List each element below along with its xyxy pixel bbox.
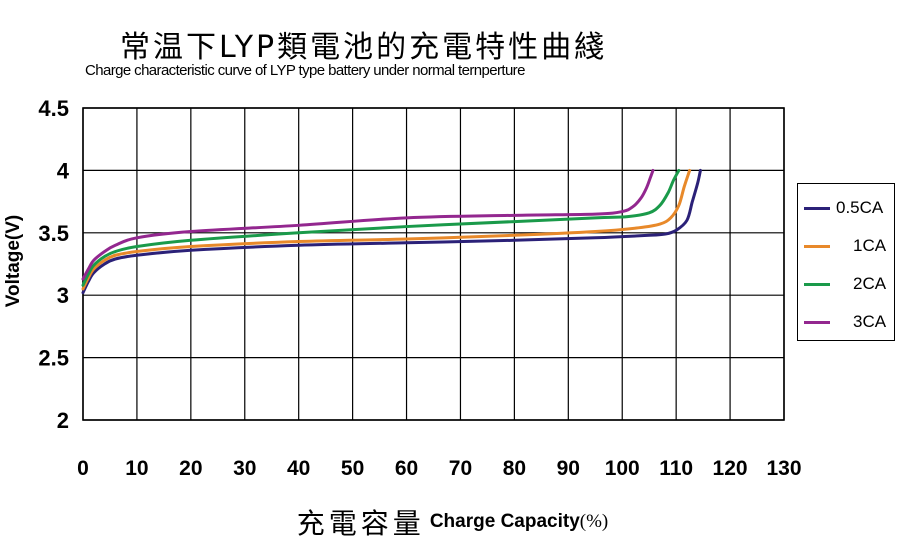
x-tick-label-0: 0 <box>77 457 89 480</box>
x-tick-label-13: 130 <box>766 457 801 480</box>
x-tick-label-11: 110 <box>659 457 693 480</box>
series-lines <box>81 168 702 295</box>
y-axis-label: Voltage(V) <box>3 214 24 308</box>
legend-swatch-0 <box>804 207 830 210</box>
legend-item-1: 1CA <box>798 235 896 257</box>
plot-border <box>82 107 785 421</box>
x-tick-label-9: 90 <box>557 457 580 480</box>
legend-swatch-3 <box>804 321 830 324</box>
y-tick-label-2: 3.5 <box>38 221 69 246</box>
series-line-1CA <box>81 168 692 291</box>
x-tick-label-4: 40 <box>287 457 310 480</box>
x-tick-label-10: 100 <box>605 457 640 480</box>
legend-item-2: 2CA <box>798 273 896 295</box>
x-tick-label-7: 70 <box>449 457 472 480</box>
x-tick-label-5: 50 <box>341 457 364 480</box>
x-tick-label-8: 80 <box>503 457 526 480</box>
series-line-2CA <box>81 168 681 287</box>
tick-labels: 0 10 20 30 40 50 60 70 80 90 100 110 120 130 4.5 4 3.5 3 2… <box>38 96 801 480</box>
y-tick-label-3: 3 <box>57 283 69 308</box>
x-axis-label-unit: (%) <box>579 511 609 532</box>
x-axis-label: 充電容量 Charge Capacity(%) <box>0 502 905 542</box>
chart-subtitle: Charge characteristic curve of LYP type … <box>85 62 525 79</box>
y-tick-label-1: 4 <box>57 158 70 183</box>
x-tick-label-3: 30 <box>233 457 256 480</box>
y-tick-label-5: 2 <box>57 408 69 433</box>
y-tick-label-0: 4.5 <box>38 96 69 121</box>
legend-item-0: 0.5CA <box>798 197 896 219</box>
x-axis-label-en: Charge Capacity <box>429 511 580 532</box>
x-tick-label-2: 20 <box>179 457 202 480</box>
series-line-0.5CA <box>81 168 702 295</box>
x-axis-label-cn: 充電容量 <box>296 507 425 540</box>
x-tick-label-12: 120 <box>713 457 748 480</box>
legend-item-3: 3CA <box>798 311 896 333</box>
legend-swatch-1 <box>804 245 830 248</box>
x-tick-label-6: 60 <box>395 457 418 480</box>
legend-swatch-2 <box>804 283 830 286</box>
legend-label-1: 1CA <box>853 236 887 255</box>
chart-title: 常温下LYP類電池的充電特性曲綫 <box>120 30 608 65</box>
grid <box>82 107 785 421</box>
legend-label-0: 0.5CA <box>836 198 884 217</box>
series-line-3CA <box>81 168 655 281</box>
y-tick-label-4: 2.5 <box>38 346 69 371</box>
x-tick-label-1: 10 <box>125 457 148 480</box>
legend-label-2: 2CA <box>853 274 887 293</box>
legend: 0.5CA 1CA 2CA 3CA <box>797 183 895 341</box>
legend-label-3: 3CA <box>853 312 887 331</box>
